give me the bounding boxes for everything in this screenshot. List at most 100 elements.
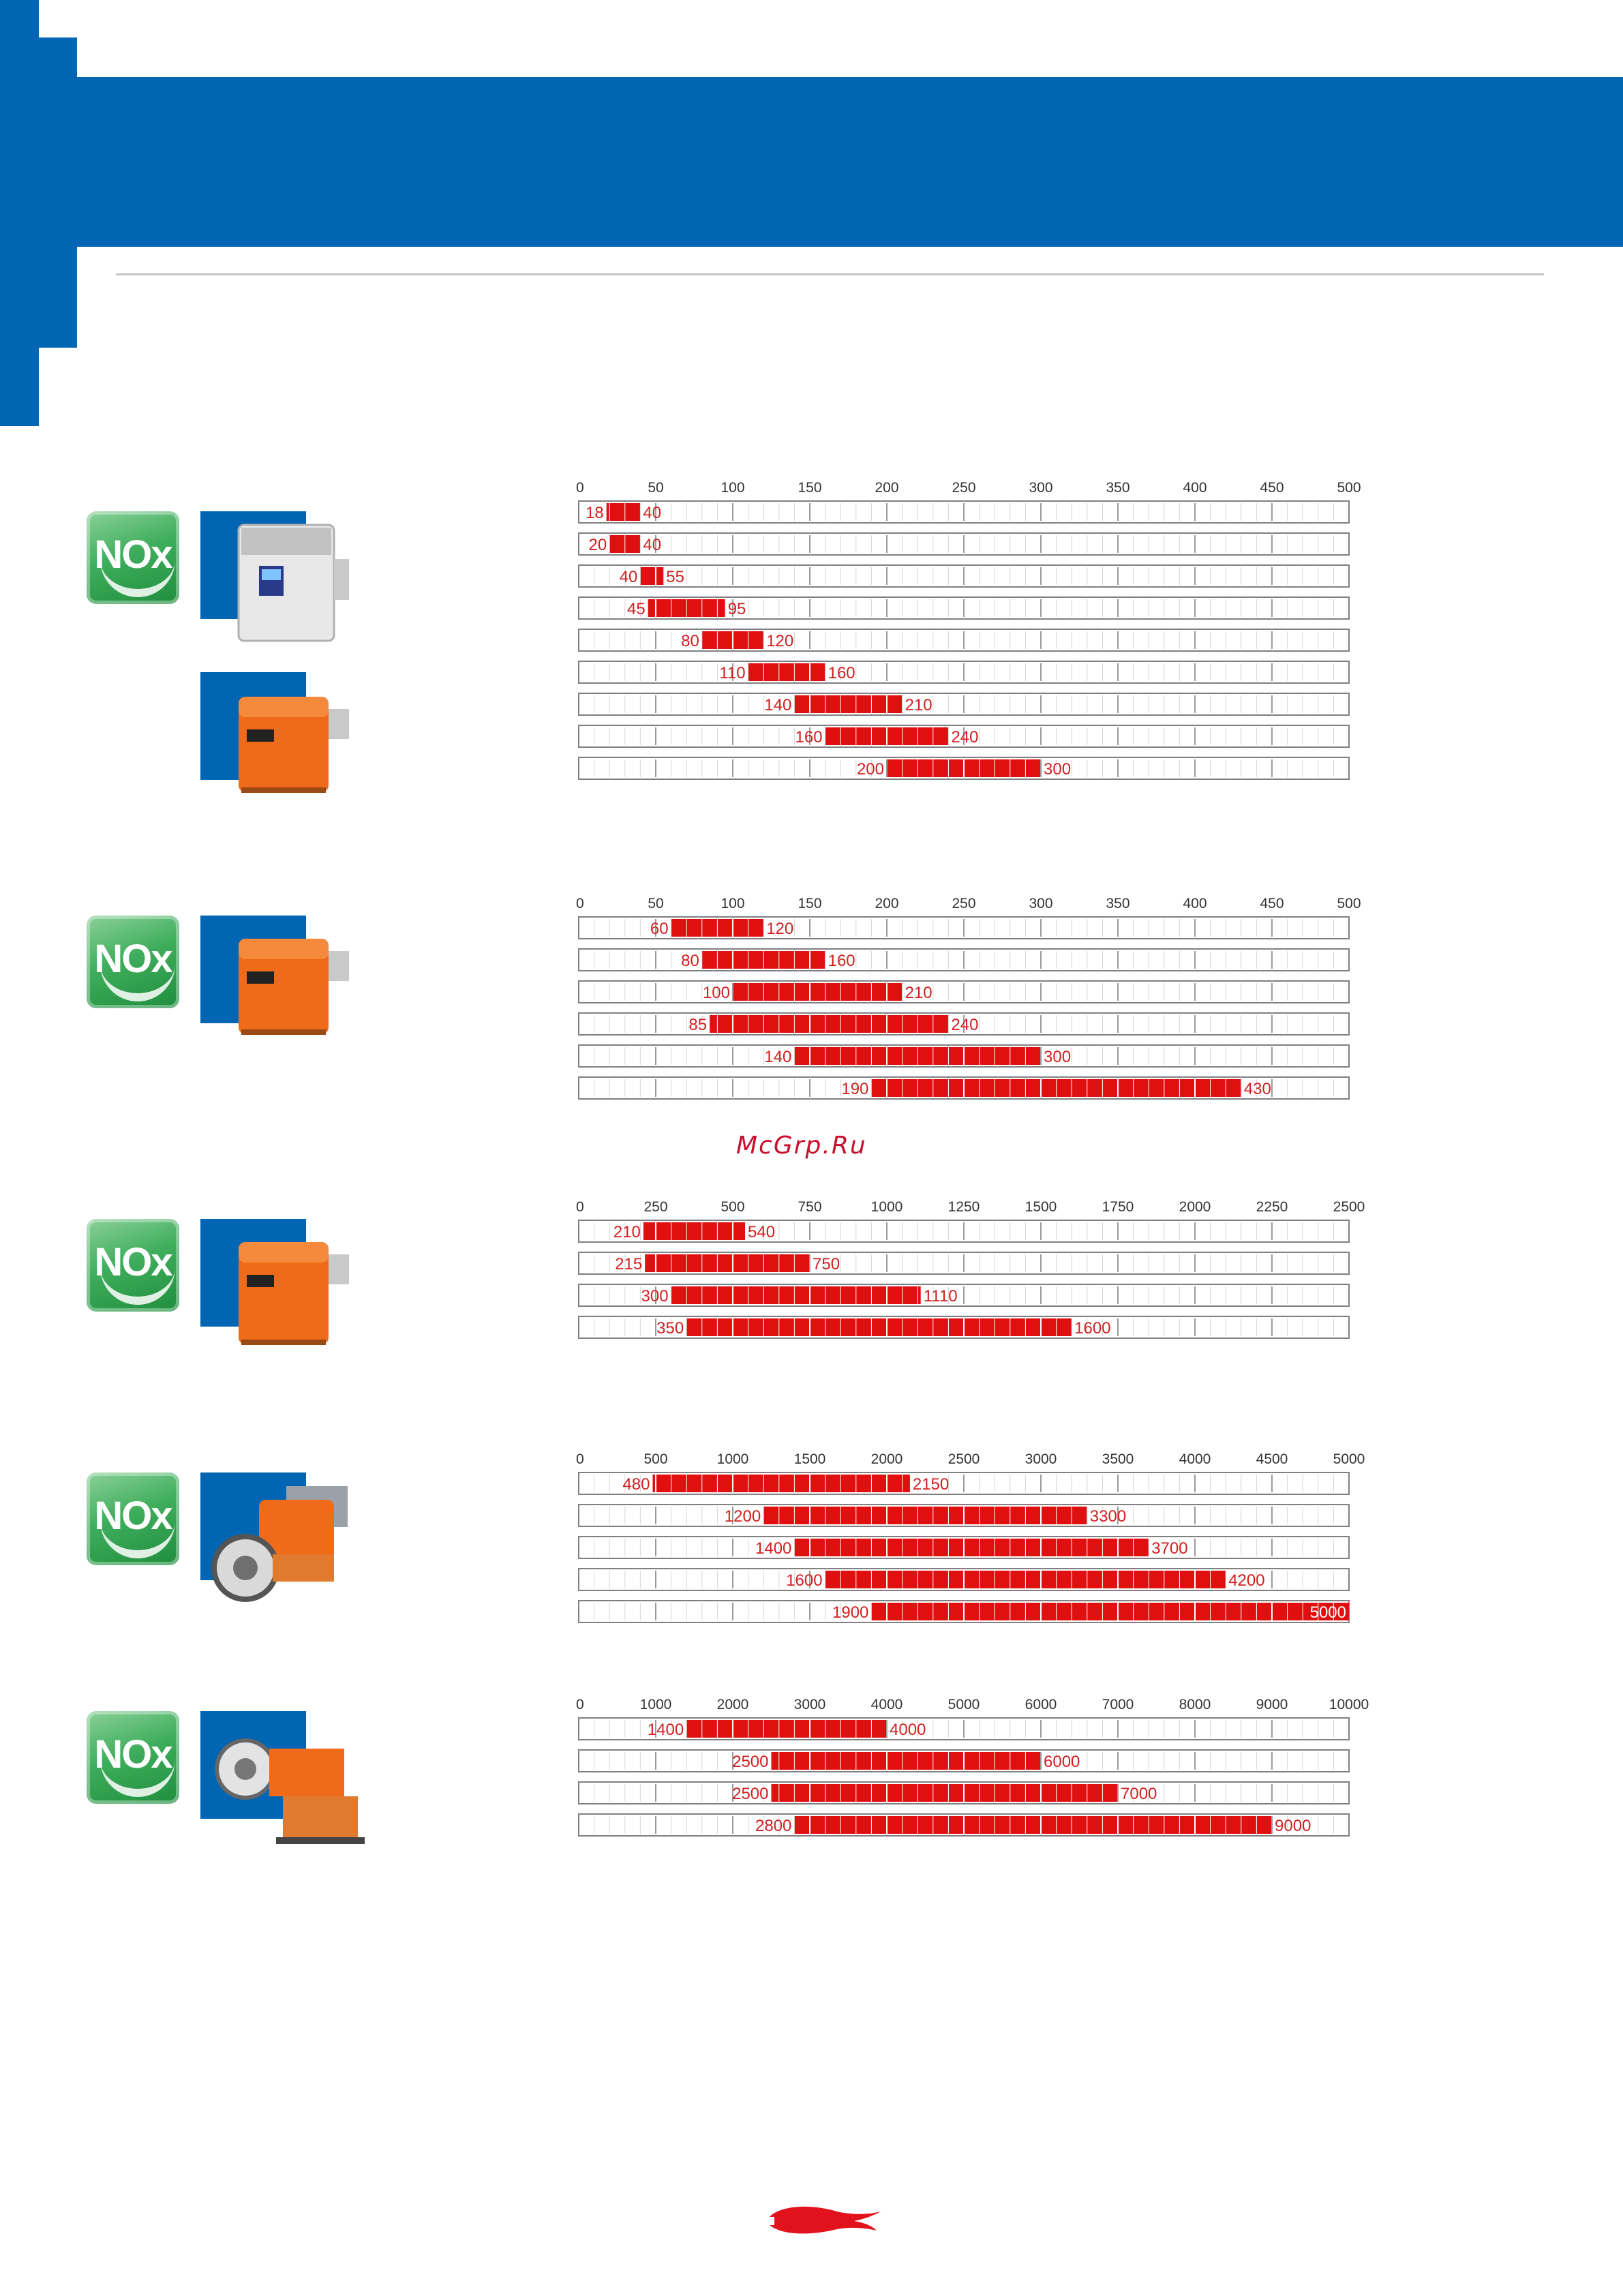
range-chart-3: 0 250 500 750 1000 1250 1500 1750 2000 2250 2500 21… [576,1199,1365,1339]
x-tick-label: 8000 [1179,1697,1211,1712]
range-chart-1: 0 50 100 150 200 250 300 350 400 450 500 18 40 20 40 40… [576,480,1361,780]
x-tick-label: 1500 [794,1451,826,1467]
x-tick-label: 500 [721,1199,744,1215]
x-tick-label: 2250 [1256,1199,1288,1215]
range-bar [645,1254,810,1272]
range-bar [686,1720,887,1738]
x-tick-label: 450 [1260,896,1284,911]
range-max-label: 210 [905,984,932,1002]
nox-badge-label: NOx [94,1494,172,1538]
range-min-label: 2500 [732,1753,768,1771]
nox-badge-icon: NOx [87,1472,179,1565]
range-max-label: 160 [828,664,855,682]
nox-badge-label: NOx [94,1240,172,1284]
x-tick-label: 500 [1337,896,1361,911]
x-tick-label: 2500 [1333,1199,1365,1215]
x-tick-label: 350 [1106,896,1129,911]
range-max-label: 120 [766,920,793,938]
x-tick-label: 250 [952,896,975,911]
nox-badge-icon: NOx [87,1219,179,1312]
range-max-label: 7000 [1121,1785,1157,1803]
range-min-label: 210 [613,1223,641,1241]
range-min-label: 100 [703,984,730,1002]
range-min-label: 80 [681,632,699,650]
burner-product-icon [204,1479,361,1612]
x-tick-label: 500 [1337,480,1361,496]
range-min-label: 200 [857,760,884,779]
range-max-label: 120 [766,632,793,650]
range-max-label: 95 [728,600,746,618]
x-tick-label: 1000 [717,1451,749,1467]
nox-badge-icon: NOx [87,1711,179,1804]
range-max-label: 40 [643,504,661,522]
range-max-label: 240 [951,1016,978,1034]
range-bar [686,1318,1072,1336]
x-tick-label: 100 [721,896,744,911]
burner-product-icon [208,1721,371,1861]
range-max-label: 1110 [924,1287,958,1305]
range-min-label: 140 [764,696,791,714]
range-chart-2: 0 50 100 150 200 250 300 350 400 450 500 60 120 80 160… [576,896,1361,1100]
range-max-label: 240 [951,728,978,746]
range-max-label: 750 [813,1255,840,1273]
nox-badge-icon: NOx [87,916,179,1008]
x-tick-label: 400 [1183,896,1207,911]
x-tick-label: 750 [798,1199,821,1215]
range-min-label: 110 [719,664,745,682]
x-tick-label: 4500 [1256,1451,1288,1467]
x-tick-label: 2500 [948,1451,980,1467]
range-bar [643,1222,746,1240]
nox-badge-label: NOx [94,937,172,981]
range-bar [794,1539,1149,1556]
x-tick-label: 150 [798,480,821,496]
range-max-label: 430 [1244,1080,1271,1098]
x-tick-label: 200 [875,480,898,496]
x-tick-label: 50 [648,896,663,911]
range-max-label: 210 [905,696,932,714]
x-tick-label: 150 [798,896,821,911]
range-bar [771,1752,1041,1770]
range-max-label: 3300 [1090,1507,1126,1526]
x-tick-label: 3000 [1025,1451,1057,1467]
nox-badge-label: NOx [94,1732,172,1777]
x-tick-label: 1000 [640,1697,672,1712]
range-max-label: 3700 [1151,1539,1187,1558]
range-bar [671,1286,921,1304]
range-max-label: 4200 [1228,1571,1264,1590]
range-chart-4: 0 500 1000 1500 2000 2500 3000 3500 4000 4500 5000… [576,1451,1365,1623]
range-min-label: 350 [656,1319,684,1338]
range-min-label: 1900 [832,1603,868,1622]
x-tick-label: 2000 [871,1451,903,1467]
range-min-label: 40 [620,568,638,586]
range-max-label: 160 [828,952,855,970]
range-max-label: 2150 [913,1475,949,1494]
x-tick-label: 350 [1106,480,1129,496]
range-max-label: 1600 [1074,1319,1110,1338]
range-bar [710,1015,949,1033]
x-tick-label: 2000 [717,1697,749,1712]
range-max-label: 40 [643,536,661,554]
range-bar [794,695,902,713]
range-min-label: 1600 [786,1571,822,1590]
range-max-label: 4000 [890,1721,926,1739]
x-tick-label: 4000 [1179,1451,1211,1467]
range-bar [640,567,664,585]
x-tick-label: 50 [648,480,663,496]
range-max-label: 300 [1044,1048,1071,1066]
x-tick-label: 10000 [1329,1697,1369,1712]
x-tick-label: 7000 [1102,1697,1134,1712]
range-min-label: 85 [688,1016,707,1034]
x-tick-label: 250 [952,480,975,496]
range-bar [606,503,641,521]
range-max-label: 9000 [1275,1817,1311,1835]
range-bar [748,663,825,681]
x-tick-label: 1500 [1025,1199,1057,1215]
x-tick-label: 450 [1260,480,1284,496]
range-chart-5: 0 1000 2000 3000 4000 5000 6000 7000 8000 9000 100… [576,1697,1369,1837]
x-tick-label: 400 [1183,480,1207,496]
x-tick-label: 200 [875,896,898,911]
range-min-label: 2500 [732,1785,768,1803]
nox-badge-label: NOx [94,532,172,577]
x-tick-label: 500 [643,1451,667,1467]
header-tab-lower [0,0,39,426]
